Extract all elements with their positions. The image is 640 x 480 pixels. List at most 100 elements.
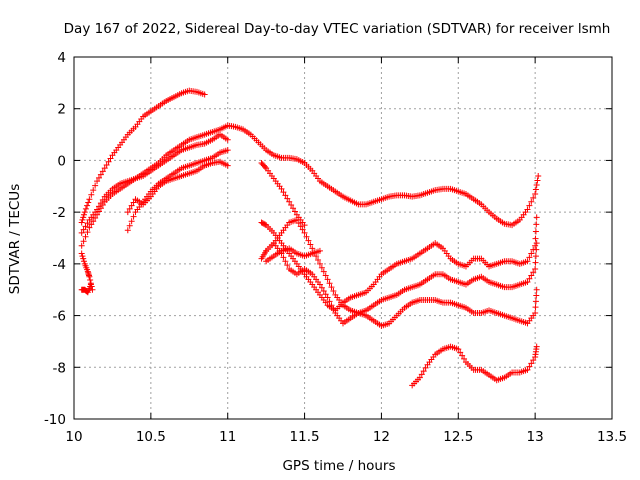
data-point xyxy=(532,253,539,260)
data-point xyxy=(82,223,89,230)
data-point xyxy=(224,136,231,143)
data-point xyxy=(99,202,106,209)
data-point xyxy=(103,161,110,168)
x-tick-label: 12 xyxy=(373,429,390,445)
data-point xyxy=(301,222,308,229)
data-point xyxy=(95,174,102,181)
data-point xyxy=(297,223,304,230)
series-track-b xyxy=(78,122,542,236)
data-point xyxy=(86,273,93,280)
data-point xyxy=(288,202,295,209)
data-point xyxy=(322,272,329,279)
data-point xyxy=(130,199,137,206)
data-point xyxy=(284,262,291,269)
data-point xyxy=(328,302,335,309)
data-point xyxy=(330,288,337,295)
data-point xyxy=(224,147,231,154)
data-point xyxy=(80,238,87,245)
x-tick-labels: 10 10.5 11 11.5 12 12.5 13 13.5 xyxy=(65,429,627,445)
data-point xyxy=(126,205,133,212)
data-point xyxy=(532,309,539,316)
data-point xyxy=(457,349,464,356)
data-point xyxy=(79,253,86,260)
data-point xyxy=(92,214,99,221)
data-point xyxy=(97,205,104,212)
data-point xyxy=(291,208,298,215)
x-axis-label: GPS time / hours xyxy=(282,458,395,474)
data-point xyxy=(224,162,231,169)
data-point xyxy=(80,214,87,221)
data-point xyxy=(80,255,87,262)
series-track-h xyxy=(258,214,540,314)
data-point xyxy=(282,258,289,265)
data-point xyxy=(78,250,85,257)
data-point xyxy=(320,268,327,275)
data-point xyxy=(94,211,101,218)
data-point xyxy=(420,368,427,375)
data-point xyxy=(90,218,97,225)
data-point xyxy=(416,374,423,381)
data-point xyxy=(290,205,297,212)
y-tick-label: -8 xyxy=(53,360,66,376)
data-point xyxy=(78,242,85,249)
data-point xyxy=(528,360,535,367)
data-point xyxy=(284,195,291,202)
data-point xyxy=(105,158,112,165)
data-point xyxy=(526,363,533,370)
data-point xyxy=(124,227,131,234)
data-point xyxy=(326,298,333,305)
data-point xyxy=(280,254,287,261)
y-tick-label: -10 xyxy=(44,412,66,428)
x-tick-label: 13.5 xyxy=(597,429,627,445)
data-point xyxy=(320,288,327,295)
data-point xyxy=(459,352,466,359)
data-point xyxy=(533,221,540,228)
data-point xyxy=(524,366,531,373)
y-tick-label: 0 xyxy=(57,153,66,169)
data-point xyxy=(282,192,289,199)
data-point xyxy=(84,229,91,236)
data-point xyxy=(315,256,322,263)
data-point xyxy=(318,264,325,271)
data-point xyxy=(128,202,135,209)
data-point xyxy=(301,229,308,236)
series-track-k xyxy=(263,245,323,265)
data-point xyxy=(532,228,539,235)
data-point xyxy=(526,202,533,209)
data-point xyxy=(528,272,535,279)
data-point xyxy=(84,202,91,209)
data-point xyxy=(107,155,114,162)
series-track-a xyxy=(78,87,208,226)
data-point xyxy=(78,229,85,236)
data-point xyxy=(532,304,539,311)
series-track-c xyxy=(78,131,231,249)
data-point xyxy=(318,284,325,291)
x-tick-label: 11.5 xyxy=(290,429,320,445)
data-point xyxy=(92,182,99,189)
data-point xyxy=(82,233,89,240)
data-point xyxy=(307,241,314,248)
data-point xyxy=(422,364,429,371)
data-point xyxy=(533,343,540,350)
data-point xyxy=(528,198,535,205)
y-tick-label: 4 xyxy=(57,50,66,66)
data-point xyxy=(86,224,93,231)
data-point xyxy=(82,205,89,212)
series-track-m xyxy=(409,343,540,389)
x-tick-label: 13 xyxy=(527,429,544,445)
series-track-j xyxy=(263,240,540,329)
series-track-g xyxy=(78,281,94,296)
data-point xyxy=(530,357,537,364)
series-track-f xyxy=(78,250,96,293)
y-tick-label: -2 xyxy=(53,205,66,221)
y-tick-label: 2 xyxy=(57,102,66,118)
data-point xyxy=(532,186,539,193)
data-point xyxy=(530,269,537,276)
data-point xyxy=(528,250,535,257)
data-point xyxy=(533,292,540,299)
data-point xyxy=(303,233,310,240)
x-tick-label: 10.5 xyxy=(136,429,166,445)
data-point xyxy=(84,220,91,227)
y-tick-label: -4 xyxy=(53,257,66,273)
data-point xyxy=(87,281,94,288)
